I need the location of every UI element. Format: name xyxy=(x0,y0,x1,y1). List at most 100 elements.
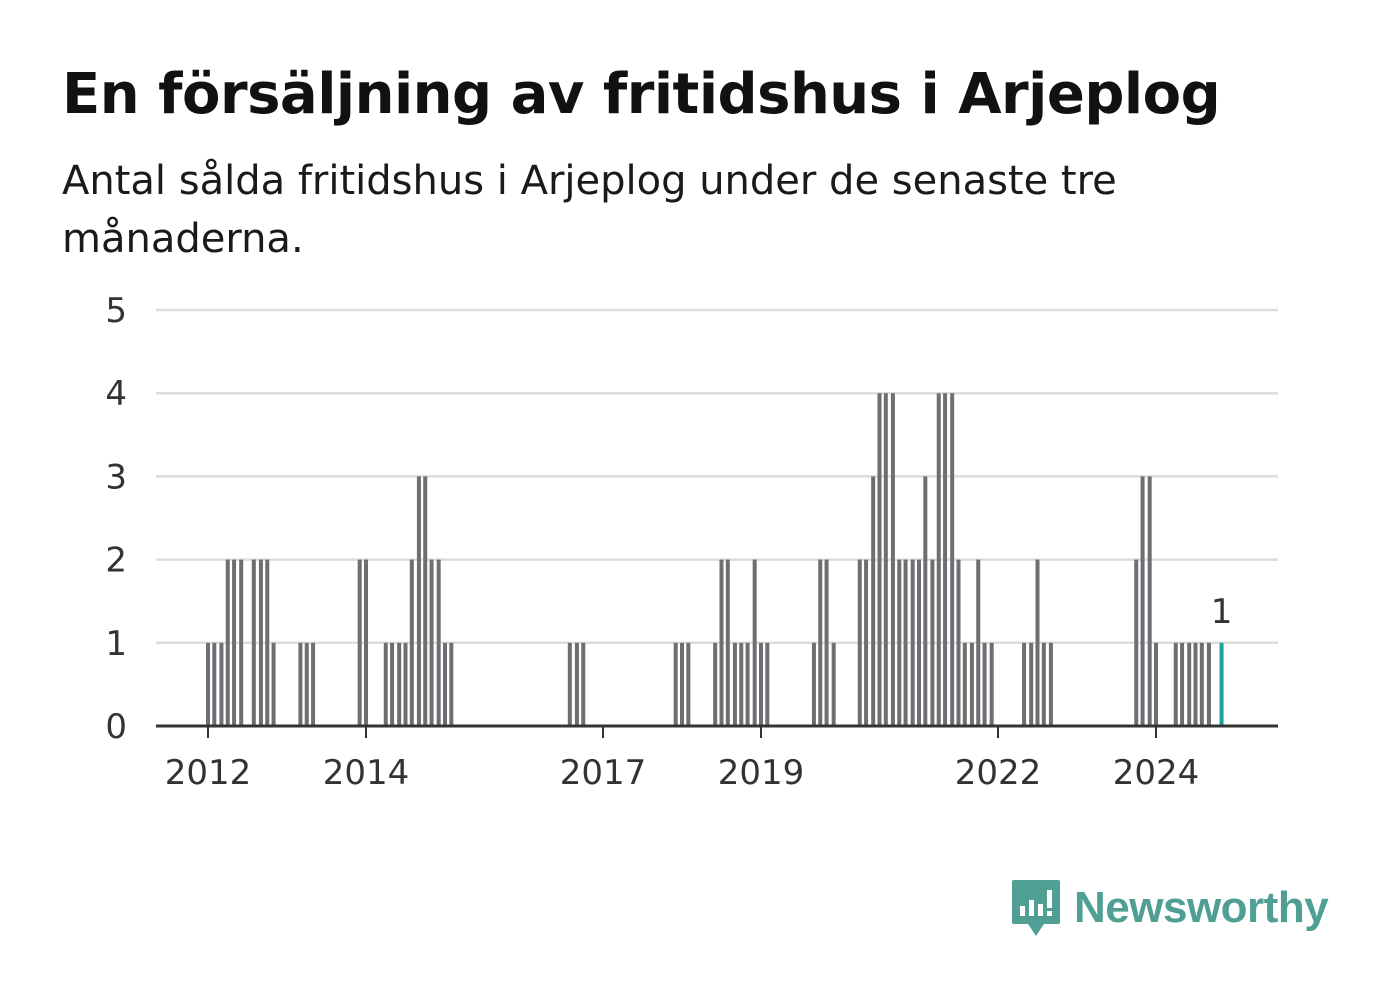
bar xyxy=(1154,642,1158,726)
y-tick-label: 0 xyxy=(105,707,127,747)
bar xyxy=(765,642,770,726)
chart-title: En försäljning av fritidshus i Arjeplog xyxy=(62,62,1221,127)
y-tick-label: 3 xyxy=(105,457,127,497)
newsworthy-logo: Newsworthy xyxy=(1010,878,1329,938)
chart-subtitle: Antal sålda fritidshus i Arjeplog under … xyxy=(62,158,1117,262)
bar xyxy=(1041,642,1046,726)
bar xyxy=(950,393,955,726)
bar xyxy=(239,559,244,726)
bar xyxy=(989,642,994,726)
y-tick-label: 4 xyxy=(105,374,127,414)
bar-highlight xyxy=(1219,642,1224,726)
bar xyxy=(910,559,915,726)
bar xyxy=(1140,476,1145,726)
bar xyxy=(1187,642,1192,726)
bar xyxy=(1022,642,1027,726)
bar xyxy=(686,642,691,726)
bar xyxy=(1035,559,1040,726)
x-tick-label: 2014 xyxy=(323,753,410,793)
bar xyxy=(752,559,757,726)
bar xyxy=(409,559,414,726)
bar xyxy=(449,642,454,726)
bar xyxy=(357,559,362,726)
bar xyxy=(824,559,829,726)
bar xyxy=(423,476,428,726)
bar xyxy=(574,642,579,726)
bar xyxy=(713,642,718,726)
newsworthy-chat-bars-icon xyxy=(1012,880,1060,936)
bar xyxy=(265,559,270,726)
bar xyxy=(759,642,763,726)
bar xyxy=(864,559,869,726)
bar xyxy=(390,642,395,726)
bar xyxy=(930,559,935,726)
bar xyxy=(383,642,388,726)
bar xyxy=(956,559,961,726)
bar xyxy=(232,559,237,726)
bar xyxy=(581,642,586,726)
bar xyxy=(219,642,224,726)
y-tick-label: 2 xyxy=(105,541,127,581)
bar xyxy=(982,642,987,726)
bar xyxy=(258,559,263,726)
bar xyxy=(364,559,368,726)
bar xyxy=(304,642,309,726)
bar xyxy=(1193,642,1198,726)
bar xyxy=(416,476,421,726)
bar xyxy=(1173,642,1178,726)
bar xyxy=(567,642,572,726)
bar xyxy=(1029,642,1034,726)
bar xyxy=(943,393,948,726)
bar xyxy=(1048,642,1053,726)
bar xyxy=(962,642,967,726)
bar xyxy=(732,642,737,726)
bar xyxy=(206,642,210,726)
bar xyxy=(429,559,434,726)
newsworthy-wordmark: Newsworthy xyxy=(1074,883,1329,932)
bar xyxy=(890,393,895,726)
bar xyxy=(680,642,684,726)
bar xyxy=(225,559,230,726)
bar xyxy=(436,559,441,726)
bar xyxy=(897,559,902,726)
bar xyxy=(831,642,836,726)
bar xyxy=(811,642,816,726)
bar xyxy=(251,559,256,726)
bar xyxy=(271,642,276,726)
bar xyxy=(857,559,862,726)
x-tick-label: 2024 xyxy=(1113,753,1200,793)
x-tick-label: 2012 xyxy=(165,753,252,793)
x-tick-label: 2019 xyxy=(718,753,805,793)
bar xyxy=(877,393,882,726)
bar xyxy=(969,642,974,726)
bar xyxy=(871,476,876,726)
bar xyxy=(1134,559,1139,726)
bar xyxy=(917,559,921,726)
y-tick-label: 5 xyxy=(105,291,127,331)
bar xyxy=(298,642,303,726)
bar xyxy=(443,642,447,726)
highlight-data-label: 1 xyxy=(1211,592,1233,632)
bar xyxy=(818,559,823,726)
x-tick-label: 2017 xyxy=(560,753,647,793)
bar xyxy=(739,642,744,726)
bar xyxy=(745,642,750,726)
bar xyxy=(719,559,724,726)
bar xyxy=(923,476,928,726)
bar xyxy=(403,642,408,726)
bar xyxy=(976,559,981,726)
bar xyxy=(725,559,730,726)
bar xyxy=(1180,642,1185,726)
bar xyxy=(883,393,888,726)
bar xyxy=(1206,642,1211,726)
x-tick-label: 2022 xyxy=(955,753,1042,793)
y-tick-label: 1 xyxy=(105,624,127,664)
bar xyxy=(936,393,941,726)
bar xyxy=(673,642,678,726)
bar xyxy=(212,642,217,726)
bar xyxy=(397,642,402,726)
bar xyxy=(311,642,316,726)
bar xyxy=(903,559,908,726)
bar xyxy=(1199,642,1204,726)
